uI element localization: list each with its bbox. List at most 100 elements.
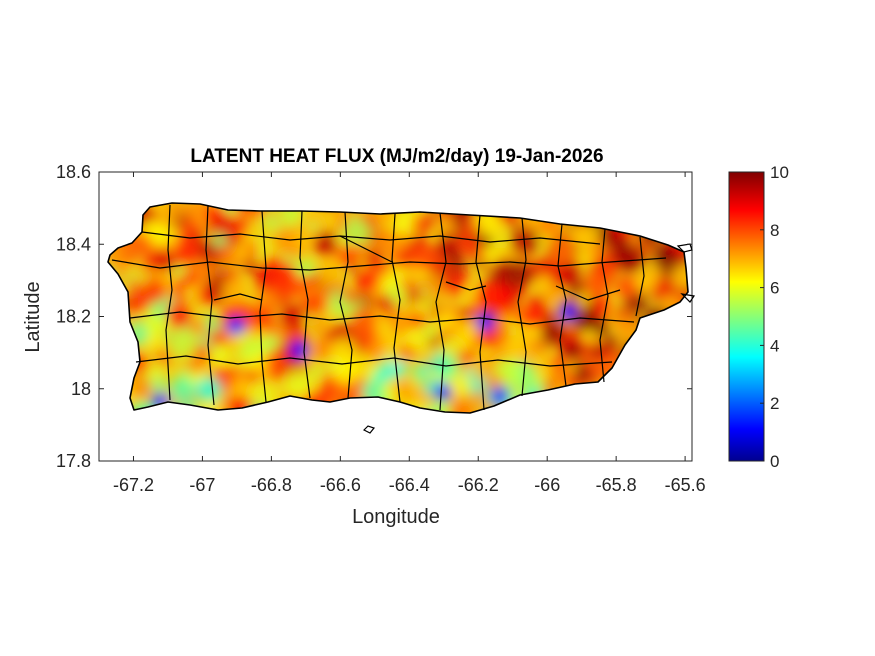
heat-cell [163, 329, 176, 342]
heat-cell [128, 375, 153, 400]
heat-cell [216, 247, 232, 263]
heat-cell [548, 239, 575, 267]
heat-cell [271, 269, 298, 296]
heat-cell [229, 255, 240, 266]
heat-cell [204, 317, 221, 334]
heat-cell [651, 243, 680, 271]
heat-cell [376, 294, 395, 313]
heat-cell [232, 218, 249, 235]
heat-cell [482, 247, 497, 261]
map-title: LATENT HEAT FLUX (MJ/m2/day) 19-Jan-2026 [190, 146, 603, 167]
heat-cell [396, 342, 417, 363]
y-tick-label: 17.8 [56, 451, 91, 471]
colorbar: 10 8 6 4 2 0 [728, 163, 789, 471]
heat-cell-low [476, 313, 494, 331]
heat-cell [559, 261, 583, 284]
heat-cell [428, 401, 456, 413]
heat-cell [331, 337, 357, 363]
heat-cell [196, 376, 222, 403]
x-tick-label: -65.8 [596, 475, 637, 495]
heat-cell [363, 248, 383, 268]
heat-cell [449, 374, 472, 397]
colorbar-tick-label: 4 [770, 336, 779, 355]
heat-cell-low [291, 341, 309, 359]
heat-cell [208, 329, 226, 347]
heat-cell [351, 307, 378, 334]
y-axis-label: Latitude [22, 281, 44, 352]
heat-cell [196, 286, 212, 302]
heat-cell [480, 234, 493, 247]
y-tick-label: 18.6 [56, 162, 91, 182]
heat-cell [549, 370, 569, 391]
colorbar-gradient [728, 171, 765, 462]
heat-cell [534, 274, 553, 293]
heat-cell [167, 305, 191, 329]
heat-cell [343, 290, 357, 304]
heat-cell [373, 284, 387, 298]
heat-cell [583, 330, 598, 345]
heat-cell [311, 336, 334, 359]
heat-cell [249, 379, 276, 406]
heat-cell [143, 314, 166, 337]
heat-cell [412, 242, 441, 270]
heat-cell [355, 268, 378, 291]
heat-cell [564, 341, 583, 360]
heat-cell [318, 313, 335, 330]
heat-cell [172, 264, 187, 279]
colorbar-tick-label: 2 [770, 394, 779, 413]
heat-cell [424, 324, 437, 337]
heat-cell [126, 278, 141, 293]
heat-cell [374, 337, 385, 348]
heat-cell [503, 260, 532, 289]
heat-cell [654, 278, 673, 296]
heat-cell [508, 308, 523, 323]
heat-cell [464, 288, 477, 300]
heat-cell [436, 309, 458, 331]
heat-cell [221, 277, 247, 303]
heat-cell [309, 364, 322, 377]
heat-cell [307, 220, 319, 232]
heat-cell [264, 353, 285, 373]
x-tick-label: -66.4 [389, 475, 430, 495]
heat-cell [213, 233, 228, 248]
municipality-boundaries [107, 202, 689, 414]
heat-cell [279, 303, 306, 330]
heat-cell [437, 236, 454, 253]
x-axis: -67.2 -67 -66.8 -66.6 -66.4 -66.2 -66 -65.8 -65.… [113, 172, 706, 495]
heat-cell [301, 289, 329, 316]
heat-cell [503, 336, 530, 362]
heat-cell [429, 352, 452, 376]
heat-cell [188, 321, 201, 335]
heat-cell [613, 236, 630, 253]
heat-cell [571, 311, 592, 332]
heat-cell [584, 269, 610, 296]
heat-cell [472, 367, 487, 382]
colorbar-tick-label: 0 [770, 452, 779, 471]
heat-cell [293, 231, 310, 248]
heat-cell [413, 369, 429, 385]
heat-cell [399, 277, 414, 292]
heat-cell [439, 219, 457, 236]
heat-cell [285, 368, 312, 396]
heat-cell [253, 304, 274, 325]
heat-cell [480, 261, 494, 274]
heat-cell-low [491, 387, 509, 405]
heat-cell [311, 320, 322, 330]
x-tick-label: -66 [534, 475, 560, 495]
heat-cell [373, 367, 391, 385]
heat-cell [231, 369, 243, 380]
x-tick-label: -65.6 [665, 475, 706, 495]
heat-cell [390, 313, 412, 335]
heat-cell [115, 255, 130, 271]
colorbar-tick-label: 6 [770, 279, 779, 298]
heat-cell [375, 385, 387, 397]
heat-cell [481, 328, 499, 347]
heat-cell [446, 278, 464, 296]
x-tick-label: -66.6 [320, 475, 361, 495]
heat-cell [153, 249, 176, 272]
heat-cell [379, 262, 393, 276]
heat-cell [494, 375, 505, 386]
y-axis: 18.6 18.4 18.2 18 17.8 [56, 162, 692, 471]
heat-cell [593, 297, 611, 315]
heat-cell [242, 258, 259, 274]
